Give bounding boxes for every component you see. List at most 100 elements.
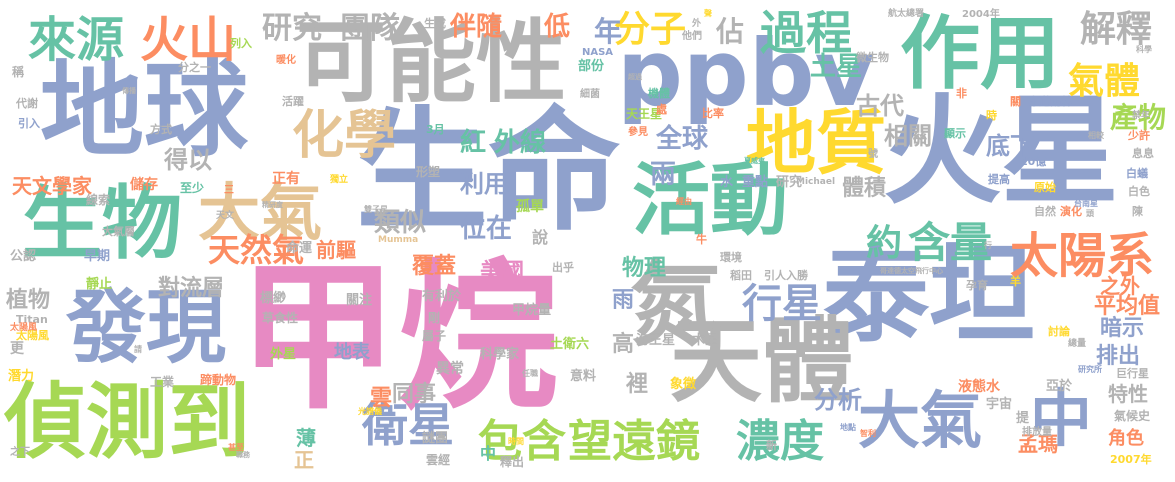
word: 產物	[1110, 101, 1167, 134]
word: 行	[984, 241, 992, 250]
word: 裡	[626, 372, 649, 397]
word: 活躍	[282, 95, 304, 108]
word: 研究	[262, 11, 322, 46]
word: Michael	[796, 177, 836, 187]
word: 禁年	[1132, 111, 1151, 121]
word: 大氣	[198, 176, 323, 249]
word: 類似	[374, 208, 427, 238]
word: 科學	[1136, 45, 1152, 54]
word: 地點	[840, 423, 856, 432]
word: 濃度	[736, 416, 824, 467]
word: 天文	[216, 211, 235, 221]
word: 地質	[746, 102, 886, 184]
word: 至少	[180, 181, 205, 195]
word: 生命	[356, 95, 620, 249]
word: 白色	[1128, 185, 1150, 198]
word: 衛星	[362, 398, 454, 452]
word: 台南星	[1074, 199, 1098, 208]
word: 職務	[236, 451, 250, 459]
word: 海王星	[636, 333, 676, 348]
word: 蹄動物	[200, 373, 237, 387]
word: 高	[612, 332, 635, 357]
word: 地表	[334, 342, 370, 363]
word: 佔	[716, 15, 745, 48]
word: 孤單	[516, 199, 544, 215]
word: 土星	[810, 52, 863, 82]
word: 2004年	[962, 9, 1000, 20]
word: 夏威夷	[744, 157, 765, 165]
word: 甲烷量	[512, 303, 552, 318]
word: 部份	[578, 59, 605, 74]
word: 植物	[6, 288, 51, 313]
word: 標緲	[260, 291, 287, 306]
word: 超過	[628, 73, 642, 81]
word: 木星	[692, 333, 719, 348]
word: 包含	[478, 416, 566, 467]
word: 望遠鏡	[568, 416, 700, 467]
word: 息息	[1132, 147, 1154, 160]
word: 精研度	[262, 201, 283, 209]
word: 靜止	[86, 277, 113, 292]
word: 哥達德太空飛行中心	[880, 267, 943, 275]
word: 薄	[296, 426, 316, 450]
word: 討論	[1048, 325, 1070, 338]
word: 屬子	[422, 329, 447, 343]
word: 時	[986, 109, 997, 122]
word: 活動	[632, 156, 789, 246]
word: 美國	[480, 260, 525, 285]
word: 平均值	[1094, 294, 1161, 319]
word: 列入	[230, 37, 252, 50]
word: 相關	[884, 122, 932, 150]
word: 分析	[814, 386, 862, 414]
word: ppbv	[617, 20, 875, 127]
word: 氮	[630, 252, 723, 359]
word: 公認	[10, 249, 37, 264]
word: 關	[1010, 95, 1021, 108]
word: 提	[1016, 411, 1030, 426]
word: 雙子星	[364, 205, 388, 214]
word: 天然氣	[208, 231, 305, 269]
word: 低	[544, 12, 571, 42]
word: 赤道雨林	[1028, 95, 1072, 108]
word: 新	[766, 439, 777, 452]
word: 總量	[1068, 339, 1087, 349]
word: 對流層	[158, 276, 225, 301]
word: 非	[956, 87, 967, 100]
word: 他們	[682, 31, 702, 42]
word: 角色	[1108, 428, 1144, 449]
word: 排放量	[1022, 427, 1052, 438]
word: 地球	[40, 49, 249, 171]
word: 孟瑪	[1018, 432, 1058, 456]
word: 牛	[696, 233, 707, 246]
word: Mumma	[378, 235, 419, 245]
word: 天體	[670, 308, 855, 415]
word: 甲烷	[238, 244, 559, 431]
word: 生成	[424, 17, 446, 30]
word: 約	[866, 223, 903, 264]
word: 命運	[286, 241, 313, 256]
word: 線索	[86, 193, 111, 207]
word: 頭	[1086, 209, 1094, 218]
word: 說	[532, 228, 549, 247]
word: 同事	[392, 382, 437, 407]
word: 生物	[22, 177, 182, 270]
word: 相較	[1088, 131, 1104, 140]
word: 特性	[1108, 382, 1148, 406]
word: 航太總署	[888, 9, 925, 19]
word: 雲經	[426, 453, 451, 467]
word: 雲	[370, 386, 393, 411]
word: 時間	[508, 437, 524, 446]
word: 天文學家	[12, 174, 92, 198]
word: 偵測到	[4, 375, 251, 470]
word: 氣體	[1068, 61, 1141, 102]
word: 雨	[612, 288, 635, 313]
word: 天王星	[626, 107, 663, 121]
word: 更	[10, 341, 24, 357]
word: 科學家	[480, 347, 520, 362]
word: 過程	[760, 6, 852, 60]
word: 大氣層	[102, 225, 135, 238]
word: 作用	[900, 7, 1060, 100]
word: 甚至	[228, 443, 244, 452]
word: 之下	[10, 447, 30, 458]
word: 行星	[742, 281, 822, 327]
